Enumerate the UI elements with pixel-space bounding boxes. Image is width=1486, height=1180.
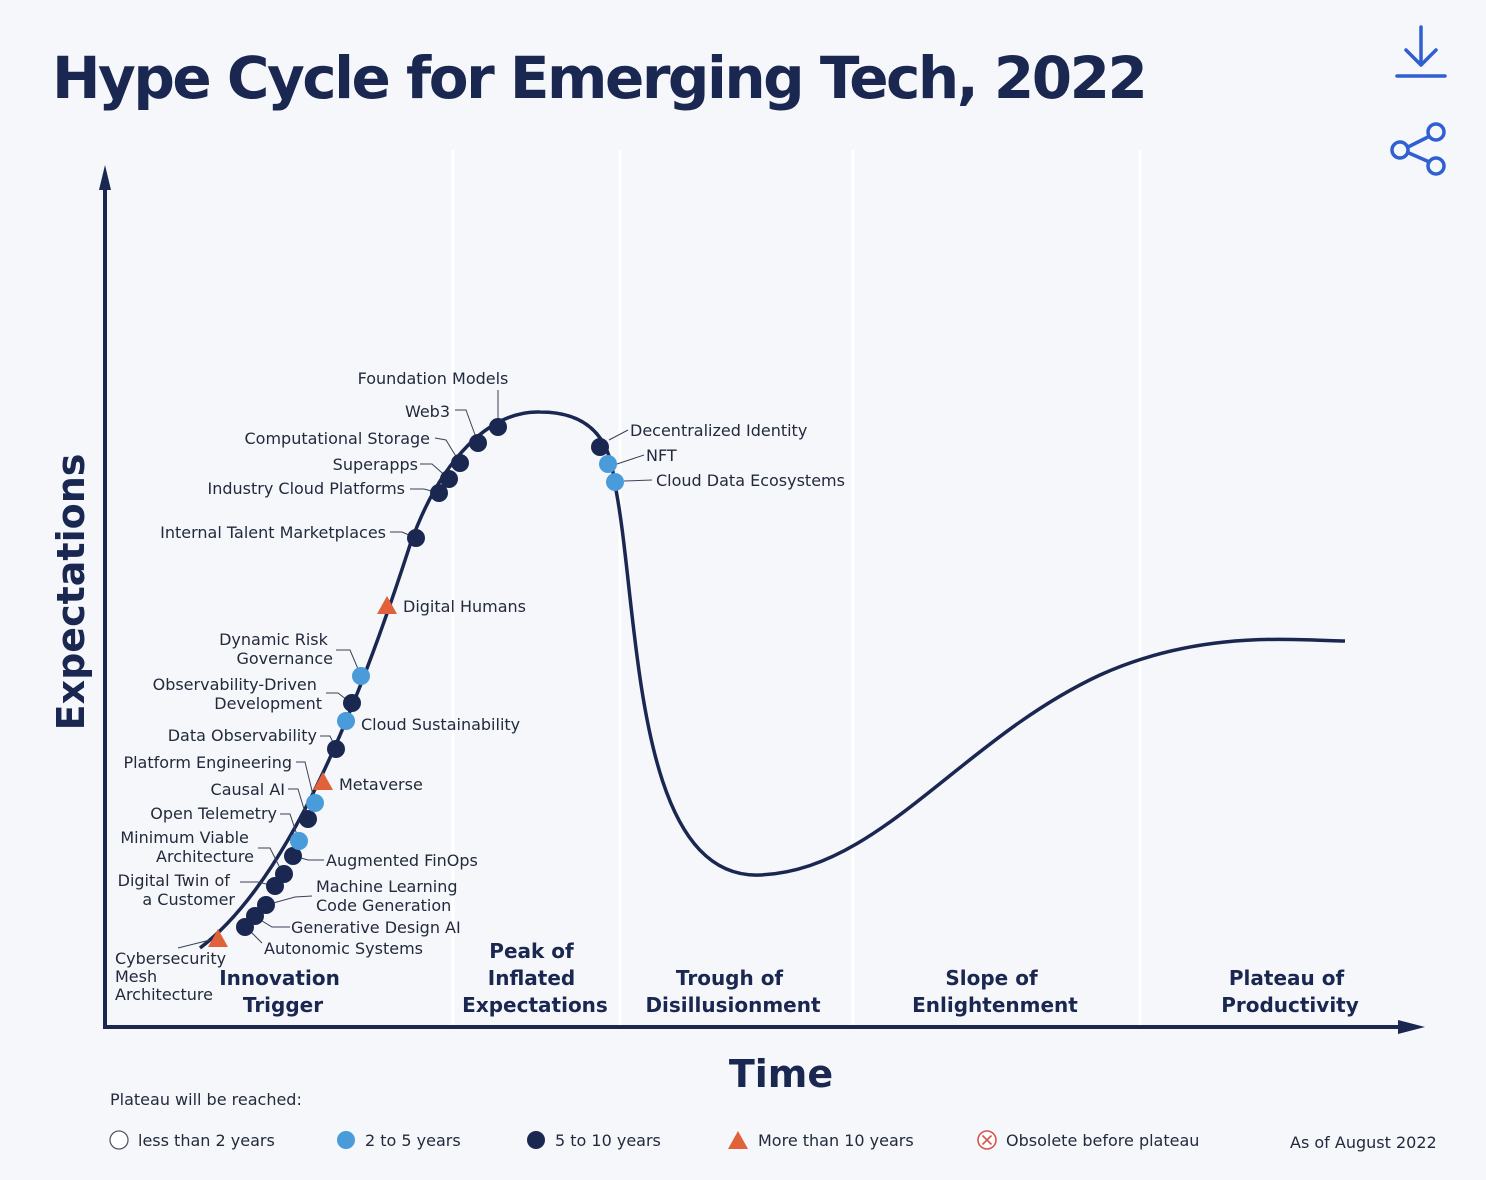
tech-label-superapps: Superapps: [333, 455, 418, 474]
legend-item-5-to-10-years: 5 to 10 years: [525, 1128, 661, 1152]
industry-cloud-platforms-marker[interactable]: [430, 484, 448, 502]
tech-label-dynamic-risk-governance: Dynamic Risk Governance: [219, 630, 333, 668]
tech-label-foundation-models: Foundation Models: [358, 369, 509, 388]
leader-line: [177, 939, 211, 949]
crossed-circle-icon: [977, 1130, 997, 1150]
decentralized-identity-marker[interactable]: [591, 438, 609, 456]
tech-label-nft: NFT: [646, 446, 677, 465]
computational-storage-marker[interactable]: [451, 454, 469, 472]
legend-label: 2 to 5 years: [365, 1130, 461, 1150]
tech-label-cybersecurity-mesh-architecture: Cybersecurity Mesh Architecture: [115, 949, 231, 1004]
tech-label-augmented-finops: Augmented FinOps: [326, 851, 478, 870]
generative-design-ai-marker[interactable]: [246, 907, 264, 925]
tech-label-data-observability: Data Observability: [168, 726, 317, 745]
y-axis-label: Expectations: [49, 454, 93, 731]
tech-label-observability-driven-development: Observability-Driven Development: [153, 675, 322, 713]
download-button[interactable]: [1392, 22, 1450, 82]
phase-label-peak-of-inflated-expectations: Peak of Inflated Expectations: [462, 939, 608, 1017]
tech-label-decentralized-identity: Decentralized Identity: [630, 421, 807, 440]
phase-separators: [451, 150, 1142, 1025]
leader-line: [455, 409, 479, 444]
tech-label-open-telemetry: Open Telemetry: [150, 804, 277, 823]
phase-label-innovation-trigger: Innovation Trigger: [219, 966, 347, 1017]
phase-label-slope-of-enlightenment: Slope of Enlightenment: [912, 966, 1078, 1017]
superapps-marker[interactable]: [440, 470, 458, 488]
dynamic-risk-governance-marker[interactable]: [352, 667, 370, 685]
tech-label-minimum-viable-architecture: Minimum Viable Architecture: [120, 828, 254, 866]
page-title: Hype Cycle for Emerging Tech, 2022: [52, 44, 1148, 112]
leader-line: [258, 847, 284, 875]
phase-label-trough-of-disillusionment: Trough of Disillusionment: [645, 966, 821, 1017]
leader-line: [623, 479, 653, 482]
causal-ai-marker[interactable]: [299, 810, 317, 828]
light-blue-circle-icon: [337, 1131, 355, 1149]
machine-learning-code-generation-marker[interactable]: [257, 896, 275, 914]
phase-labels: Innovation Trigger Peak of Inflated Expe…: [219, 939, 1359, 1017]
leader-line: [288, 788, 308, 820]
tech-label-digital-humans: Digital Humans: [403, 597, 526, 616]
legend-item-obsolete-before-plateau: Obsolete before plateau: [976, 1128, 1199, 1152]
cloud-data-ecosystems-marker[interactable]: [606, 473, 624, 491]
leader-line: [296, 761, 316, 804]
observability-driven-development-marker[interactable]: [343, 694, 361, 712]
y-axis-arrow: [99, 165, 111, 190]
tech-label-digital-twin-of-a-customer: Digital Twin of a Customer: [118, 871, 236, 909]
cloud-sustainability-marker[interactable]: [337, 712, 355, 730]
tech-label-web3: Web3: [405, 402, 450, 421]
leader-line: [280, 813, 300, 842]
leader-line: [336, 649, 362, 677]
platform-engineering-marker[interactable]: [306, 794, 324, 812]
internal-talent-marketplaces-marker[interactable]: [407, 529, 425, 547]
navy-circle-icon: [527, 1131, 545, 1149]
tech-label-industry-cloud-platforms: Industry Cloud Platforms: [208, 479, 406, 498]
leader-line: [265, 895, 313, 906]
x-axis-label: Time: [729, 1052, 833, 1096]
tech-label-internal-talent-marketplaces: Internal Talent Marketplaces: [160, 523, 386, 542]
as-of-date: As of August 2022: [1290, 1133, 1437, 1152]
hollow-circle-icon: [109, 1130, 129, 1150]
tech-label-cloud-data-ecosystems: Cloud Data Ecosystems: [656, 471, 845, 490]
minimum-viable-architecture-marker[interactable]: [275, 865, 293, 883]
x-axis-arrow: [1398, 1020, 1425, 1034]
legend-label: More than 10 years: [758, 1130, 914, 1150]
legend-label: Obsolete before plateau: [1006, 1130, 1200, 1150]
data-observability-marker[interactable]: [327, 740, 345, 758]
share-button[interactable]: [1388, 120, 1448, 178]
legend-item-2-to-5-years: 2 to 5 years: [335, 1128, 461, 1152]
foundation-models-marker[interactable]: [489, 418, 507, 436]
leader-line: [608, 429, 629, 441]
download-icon: [1395, 25, 1447, 78]
tech-labels: Cybersecurity Mesh Architecture Autonomi…: [115, 369, 845, 1004]
orange-triangle-icon: [728, 1131, 748, 1149]
phase-label-plateau-of-productivity: Plateau of Productivity: [1221, 966, 1359, 1017]
legend-title: Plateau will be reached:: [110, 1090, 302, 1109]
hype-curve: [198, 410, 1346, 950]
tech-label-causal-ai: Causal AI: [211, 780, 285, 799]
share-icon: [1390, 122, 1446, 176]
axes: [99, 165, 1425, 1034]
tech-markers: [208, 418, 624, 947]
legend-label: 5 to 10 years: [555, 1130, 661, 1150]
digital-humans-marker[interactable]: [377, 596, 397, 614]
tech-label-computational-storage: Computational Storage: [244, 429, 430, 448]
tech-label-metaverse: Metaverse: [339, 775, 423, 794]
leader-line: [616, 454, 645, 465]
tech-label-cloud-sustainability: Cloud Sustainability: [361, 715, 520, 734]
tech-label-generative-design-ai: Generative Design AI: [291, 918, 461, 937]
tech-label-platform-engineering: Platform Engineering: [123, 753, 292, 772]
metaverse-marker[interactable]: [313, 772, 333, 790]
open-telemetry-marker[interactable]: [290, 832, 308, 850]
tech-label-autonomic-systems: Autonomic Systems: [264, 939, 423, 958]
legend-item-more-than-10-years: More than 10 years: [726, 1128, 914, 1152]
tech-label-machine-learning-code-generation: Machine Learning Code Generation: [316, 877, 463, 915]
legend-item-less-than-2-years: less than 2 years: [108, 1128, 275, 1152]
augmented-finops-marker[interactable]: [284, 847, 302, 865]
web3-marker[interactable]: [469, 434, 487, 452]
cybersecurity-mesh-architecture-marker[interactable]: [208, 929, 228, 947]
nft-marker[interactable]: [599, 455, 617, 473]
legend-label: less than 2 years: [138, 1130, 275, 1150]
